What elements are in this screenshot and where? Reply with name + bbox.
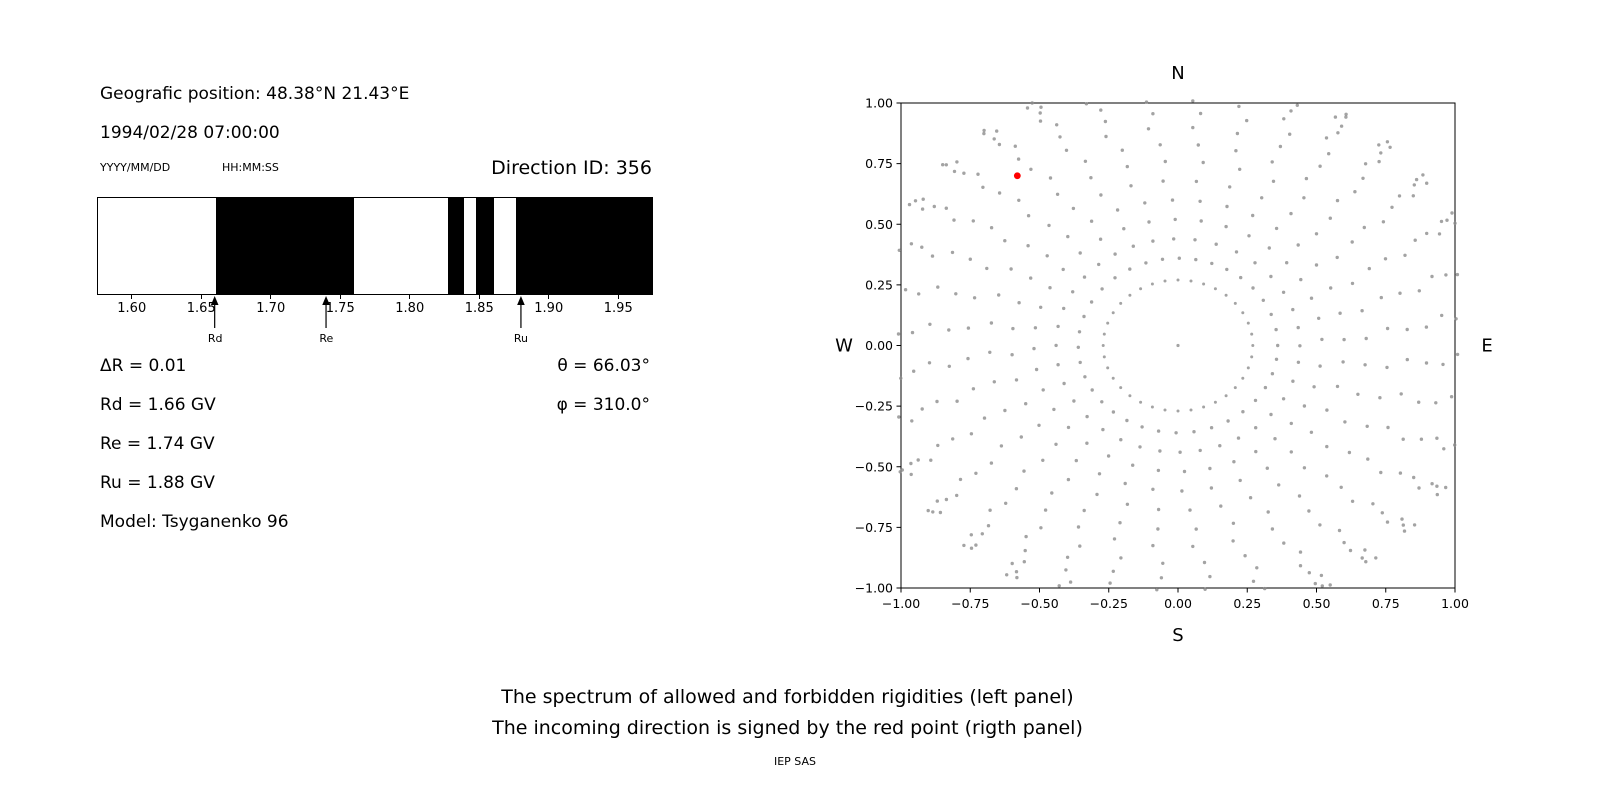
spectrum-x-tick xyxy=(548,295,550,299)
compass-label-north: N xyxy=(1171,63,1184,84)
caption-line-1: The spectrum of allowed and forbidden ri… xyxy=(501,686,1074,708)
x-tick-label: 0.00 xyxy=(1164,596,1192,611)
cutoff-marker-re: Re xyxy=(319,296,333,344)
y-tick-label: 0.25 xyxy=(865,277,893,292)
y-tick-label: −1.00 xyxy=(855,581,893,596)
direction-scatter-plot: −1.00 −0.75 −0.50 −0.25 0.00 0.25 0.50 0.75 1.00… xyxy=(835,63,1493,646)
y-tick-label: 0.00 xyxy=(865,338,893,353)
phi-label: φ = 310.0° xyxy=(556,395,650,415)
spectrum-x-tick-label: 1.80 xyxy=(395,301,425,316)
spectrum-x-tick-label: 1.60 xyxy=(117,301,147,316)
compass-label-west: W xyxy=(835,336,853,357)
spectrum-x-tick-label: 1.75 xyxy=(325,301,355,316)
compass-label-south: S xyxy=(1172,625,1183,646)
re-label: Re = 1.74 GV xyxy=(100,434,215,454)
y-tick-label: −0.25 xyxy=(855,399,893,414)
x-tick-label: −0.50 xyxy=(1020,596,1058,611)
model-label: Model: Tsyganenko 96 xyxy=(100,512,289,532)
incoming-direction-point xyxy=(1013,172,1021,180)
cutoff-marker-rd: Rd xyxy=(207,296,223,345)
x-tick-label: 0.25 xyxy=(1233,596,1261,611)
cutoff-marker-label: Re xyxy=(319,332,334,345)
up-arrow-icon xyxy=(211,296,219,328)
date-format-label: YYYY/MM/DD xyxy=(100,161,171,174)
spectrum-x-tick xyxy=(200,295,202,299)
rigidity-spectrum-plot xyxy=(97,197,653,295)
spectrum-x-tick xyxy=(131,295,133,299)
spectrum-x-tick-label: 1.70 xyxy=(256,301,286,316)
forbidden-band xyxy=(448,198,464,294)
spectrum-x-tick-label: 1.90 xyxy=(534,301,564,316)
y-tick-label: 1.00 xyxy=(865,96,893,111)
cutoff-marker-label: Rd xyxy=(207,332,223,345)
spectrum-cutoff-markers: Rd Re Ru xyxy=(97,296,653,346)
spectrum-x-tick-label: 1.65 xyxy=(186,301,216,316)
spectrum-x-axis: 1.60 1.65 1.70 1.75 1.80 1.85 1.90 1.95 xyxy=(97,295,653,317)
spectrum-x-tick xyxy=(617,295,619,299)
spectrum-x-tick xyxy=(409,295,411,299)
spectrum-x-tick xyxy=(339,295,341,299)
x-tick-label: 0.50 xyxy=(1303,596,1331,611)
y-tick-label: 0.50 xyxy=(865,217,893,232)
spectrum-x-tick-label: 1.85 xyxy=(464,301,494,316)
spectrum-x-tick xyxy=(478,295,480,299)
delta-r-label: ΔR = 0.01 xyxy=(100,356,187,376)
credit-label: IEP SAS xyxy=(773,755,817,768)
forbidden-band xyxy=(516,198,652,294)
x-tick-label: −0.75 xyxy=(951,596,989,611)
up-arrow-icon xyxy=(322,296,331,328)
cutoff-marker-label: Ru xyxy=(513,332,528,345)
forbidden-band xyxy=(215,198,355,294)
geographic-position-label: Geografic position: 48.38°N 21.43°E xyxy=(100,84,410,104)
forbidden-band xyxy=(476,198,495,294)
spectrum-x-tick xyxy=(270,295,272,299)
asymptotic-points xyxy=(896,99,1460,592)
compass-label-east: E xyxy=(1481,336,1492,357)
caption-line-2: The incoming direction is signed by the … xyxy=(492,717,1083,739)
spectrum-x-tick-label: 1.95 xyxy=(603,301,633,316)
x-tick-label: 0.75 xyxy=(1372,596,1400,611)
x-tick-label: −0.25 xyxy=(1090,596,1128,611)
theta-label: θ = 66.03° xyxy=(557,356,650,376)
y-tick-label: −0.50 xyxy=(855,459,893,474)
rd-label: Rd = 1.66 GV xyxy=(100,395,216,415)
cutoff-marker-ru: Ru xyxy=(514,296,528,344)
datetime-label: 1994/02/28 07:00:00 xyxy=(100,123,280,143)
x-tick-label: 1.00 xyxy=(1441,596,1469,611)
x-tick-label: −1.00 xyxy=(882,596,920,611)
y-tick-label: 0.75 xyxy=(865,156,893,171)
direction-id-label: Direction ID: 356 xyxy=(491,157,652,179)
time-format-label: HH:MM:SS xyxy=(222,161,279,174)
y-tick-label: −0.75 xyxy=(855,520,893,535)
up-arrow-icon xyxy=(517,296,525,328)
ru-label: Ru = 1.88 GV xyxy=(100,473,215,493)
